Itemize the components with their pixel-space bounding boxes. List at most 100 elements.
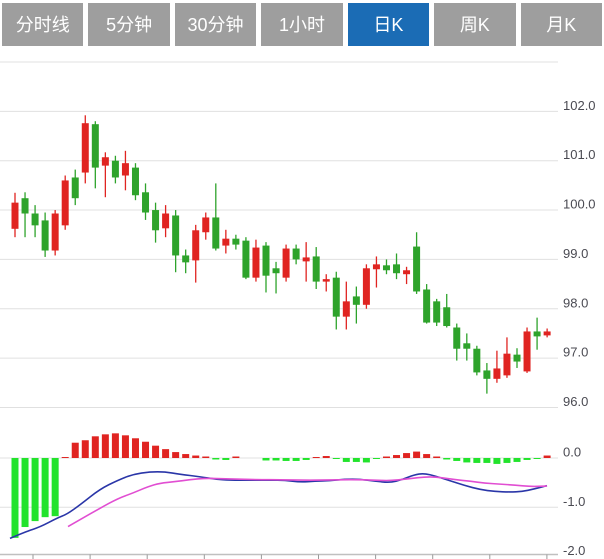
macd-bar-up — [232, 456, 240, 458]
candle-down — [71, 177, 79, 199]
candle-down — [142, 192, 150, 213]
tab-1hour[interactable]: 1小时 — [261, 3, 343, 46]
candle-down — [262, 245, 270, 276]
macd-bar-up — [322, 456, 330, 458]
macd-bar-down — [212, 458, 220, 460]
macd-bar-up — [433, 456, 441, 458]
macd-bar-up — [393, 455, 401, 458]
macd-bar-down — [372, 458, 380, 459]
candle-up — [121, 163, 129, 176]
macd-bar-down — [31, 458, 39, 522]
macd-bar-up — [81, 440, 89, 458]
macd-bar-up — [382, 456, 390, 458]
macd-bar-up — [131, 438, 139, 458]
candle-up — [61, 180, 69, 226]
price-axis-label: 102.0 — [563, 98, 596, 113]
macd-bar-up — [192, 455, 200, 458]
candle-up — [202, 217, 210, 233]
candle-down — [41, 220, 49, 251]
macd-bar-down — [282, 458, 290, 461]
macd-bar-up — [101, 434, 109, 458]
macd-bar-down — [362, 458, 370, 463]
price-axis-label: 98.0 — [563, 295, 588, 310]
timeframe-tabbar: 分时线 5分钟 30分钟 1小时 日K 周K 月K — [2, 3, 602, 46]
macd-bar-up — [172, 452, 180, 458]
macd-bar-down — [493, 458, 501, 464]
candle-up — [101, 157, 109, 166]
macd-dif-line — [9, 471, 548, 540]
candle-down — [21, 198, 29, 214]
macd-bar-up — [91, 436, 99, 458]
candle-up — [11, 202, 19, 229]
macd-bar-up — [121, 435, 129, 458]
macd-bar-down — [453, 458, 461, 461]
candle-up — [81, 123, 89, 173]
candle-down — [352, 296, 360, 305]
macd-bar-up — [152, 445, 160, 458]
candle-up — [252, 247, 260, 278]
candle-down — [443, 307, 451, 327]
candle-down — [382, 265, 390, 271]
macd-axis-label: -2.0 — [563, 543, 585, 558]
candle-down — [513, 354, 521, 362]
price-axis-label: 96.0 — [563, 394, 588, 409]
macd-bar-down — [483, 458, 491, 463]
tab-5min[interactable]: 5分钟 — [88, 3, 170, 46]
macd-bar-down — [41, 458, 49, 518]
tab-minute-line[interactable]: 分时线 — [2, 3, 84, 46]
macd-bar-up — [202, 456, 210, 458]
macd-bar-up — [543, 455, 551, 458]
macd-bar-down — [292, 458, 300, 461]
candle-up — [162, 213, 170, 229]
price-axis-label: 101.0 — [563, 147, 596, 162]
candle-down — [172, 215, 180, 256]
macd-bar-down — [503, 458, 511, 463]
candle-up — [523, 331, 531, 372]
candle-up — [302, 257, 310, 262]
candle-up — [403, 270, 411, 275]
candle-up — [342, 301, 350, 317]
candle-up — [503, 353, 511, 376]
macd-bar-down — [443, 458, 451, 460]
tab-weekly-k[interactable]: 周K — [434, 3, 516, 46]
tab-daily-k[interactable]: 日K — [347, 3, 430, 46]
macd-dea-line — [67, 476, 548, 528]
macd-bar-down — [11, 458, 19, 538]
candle-down — [453, 327, 461, 349]
candle-up — [282, 248, 290, 278]
macd-bar-down — [473, 458, 481, 463]
candle-down — [111, 160, 119, 178]
candle-down — [212, 217, 220, 249]
candle-down — [272, 268, 280, 274]
macd-bar-down — [262, 458, 270, 461]
macd-bar-down — [21, 458, 29, 528]
macd-bar-up — [61, 457, 69, 459]
macd-bar-down — [513, 458, 521, 462]
candle-up — [222, 238, 230, 246]
candle-down — [483, 370, 491, 379]
candle-down — [242, 240, 250, 278]
tab-30min[interactable]: 30分钟 — [174, 3, 257, 46]
macd-bar-up — [142, 441, 150, 458]
price-axis-label: 100.0 — [563, 197, 596, 212]
macd-axis-label: -1.0 — [563, 494, 585, 509]
macd-bar-up — [312, 457, 320, 459]
macd-bar-up — [403, 453, 411, 458]
kline-chart-canvas[interactable]: 102.0 101.0 100.0 99.0 98.0 97.0 96.0 0.0 -1.0 -2… — [0, 44, 604, 559]
candle-up — [493, 368, 501, 379]
macd-bar-down — [352, 458, 360, 462]
candle-down — [463, 343, 471, 349]
candle-down — [232, 238, 240, 245]
macd-bar-up — [111, 433, 119, 458]
candle-up — [51, 213, 59, 251]
macd-bar-down — [463, 458, 471, 463]
macd-bar-up — [71, 442, 79, 458]
candle-down — [292, 248, 300, 260]
tab-monthly-k[interactable]: 月K — [520, 3, 602, 46]
macd-bar-down — [51, 458, 59, 517]
macd-bar-up — [423, 454, 431, 458]
candle-up — [192, 230, 200, 261]
candle-down — [131, 167, 139, 196]
candle-down — [152, 210, 160, 231]
